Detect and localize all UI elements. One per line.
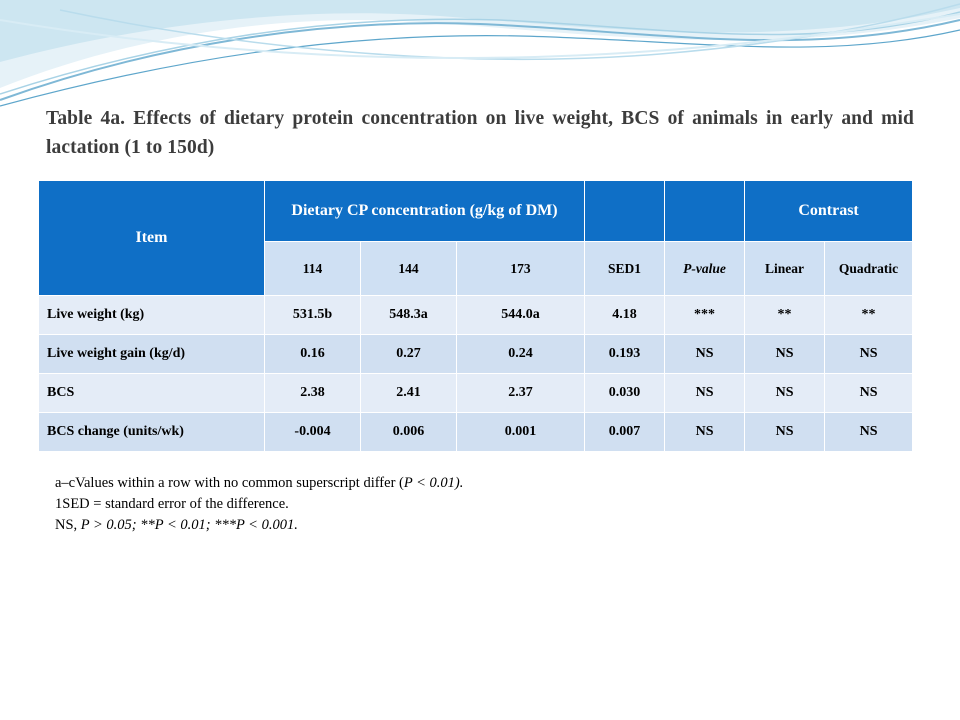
header-p-value: P-value [664, 241, 746, 296]
table-cell: ** [744, 295, 826, 335]
decorative-wave-header [0, 0, 960, 107]
table-row: Live weight gain (kg/d) 0.16 0.27 0.24 0… [38, 334, 914, 374]
table-cell: 0.007 [584, 412, 666, 452]
table-cell: NS [824, 373, 914, 413]
header-row-2: 114 144 173 SED1 P-value Linear Quadrati… [39, 241, 914, 296]
row-label: BCS change (units/wk) [38, 412, 265, 452]
table-row: BCS change (units/wk) -0.004 0.006 0.001… [38, 412, 914, 452]
table-cell: NS [744, 373, 826, 413]
header-quadratic: Quadratic [824, 241, 914, 296]
table-cell: NS [744, 334, 826, 374]
table-cell: ** [824, 295, 914, 335]
table-cell: NS [664, 373, 746, 413]
table-cell: NS [664, 334, 746, 374]
table-cell: 2.37 [455, 373, 586, 413]
footnote-text: NS, [55, 517, 81, 533]
header-cp-concentration: Dietary CP concentration (g/kg of DM) [263, 180, 586, 242]
data-table: Item Dietary CP concentration (g/kg of D… [38, 180, 914, 452]
header-linear: Linear [744, 241, 826, 296]
footnote-sed: 1SED = standard error of the difference. [55, 496, 289, 512]
table-cell: 0.27 [360, 334, 457, 374]
header-empty-1 [584, 180, 666, 242]
header-cp-114: 114 [264, 241, 361, 296]
header-row-1: Item Dietary CP concentration (g/kg of D… [38, 180, 914, 296]
footnote-text-italic: P > 0.05; **P < 0.01; ***P < 0.001. [80, 517, 298, 533]
table-cell: 2.38 [264, 373, 361, 413]
footnote-significance: NS, P > 0.05; **P < 0.01; ***P < 0.001. [55, 515, 463, 536]
table-cell: 0.030 [584, 373, 666, 413]
footnote-text: a–cValues within a row with no common su… [55, 475, 404, 491]
table-cell: 0.193 [584, 334, 666, 374]
table-title: Table 4a. Effects of dietary protein con… [46, 108, 914, 158]
table-cell: 0.001 [455, 412, 586, 452]
table-cell: -0.004 [264, 412, 361, 452]
table-cell: 531.5b [264, 295, 361, 335]
row-label: Live weight (kg) [38, 295, 265, 335]
header-cp-173: 173 [455, 241, 586, 296]
header-sed: SED1 [584, 241, 666, 296]
table-cell: NS [824, 334, 914, 374]
table-cell: NS [744, 412, 826, 452]
table-cell: 0.24 [455, 334, 586, 374]
table-cell: 0.006 [360, 412, 457, 452]
table-cell: 548.3a [360, 295, 457, 335]
table-cell: NS [824, 412, 914, 452]
table-row: BCS 2.38 2.41 2.37 0.030 NS NS NS [38, 373, 914, 413]
table-cell: 2.41 [360, 373, 457, 413]
header-empty-2 [664, 180, 746, 242]
table-cell: 4.18 [584, 295, 666, 335]
header-contrast: Contrast [744, 180, 914, 242]
table-cell: 544.0a [455, 295, 586, 335]
table-cell: NS [664, 412, 746, 452]
header-item: Item [38, 180, 265, 296]
table-cell: *** [664, 295, 746, 335]
table-footnotes: a–cValues within a row with no common su… [55, 473, 463, 536]
row-label: BCS [38, 373, 265, 413]
footnote-superscript: a–cValues within a row with no common su… [55, 473, 463, 494]
header-cp-144: 144 [360, 241, 457, 296]
table-row: Live weight (kg) 531.5b 548.3a 544.0a 4.… [38, 295, 914, 335]
table-cell: 0.16 [264, 334, 361, 374]
footnote-text-italic: P < 0.01). [403, 475, 464, 491]
row-label: Live weight gain (kg/d) [38, 334, 265, 374]
